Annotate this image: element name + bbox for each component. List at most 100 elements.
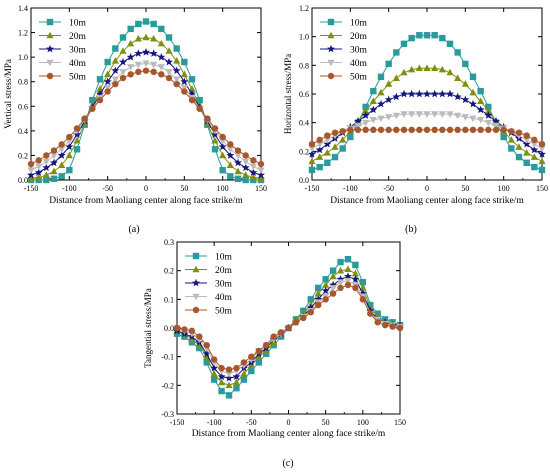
data-point <box>469 88 477 96</box>
data-point <box>142 18 150 25</box>
data-point <box>515 143 523 150</box>
data-point <box>34 168 43 177</box>
data-point <box>227 141 234 148</box>
data-point <box>538 140 546 148</box>
data-point <box>240 370 248 377</box>
x-tick-label: 0 <box>144 184 148 193</box>
data-point <box>308 157 316 165</box>
legend-label: 30m <box>69 46 87 56</box>
data-point <box>477 87 484 95</box>
data-point <box>354 122 362 130</box>
data-point <box>27 174 35 182</box>
y-tick-label: 1.0 <box>299 33 309 42</box>
data-point <box>344 277 352 285</box>
x-axis-title: Distance from Maoliang center along face… <box>192 428 386 439</box>
data-point <box>370 126 377 134</box>
data-point <box>50 175 58 182</box>
legend-label: 10m <box>215 253 233 263</box>
data-point <box>339 145 346 152</box>
data-point <box>127 64 135 71</box>
data-point <box>329 285 337 292</box>
data-point <box>461 80 469 87</box>
data-point <box>538 145 546 153</box>
data-point <box>103 77 112 86</box>
data-point <box>530 153 538 160</box>
data-point <box>135 68 142 76</box>
data-point <box>180 77 189 86</box>
data-point <box>343 272 352 280</box>
data-point <box>392 112 400 120</box>
data-point <box>329 267 337 274</box>
legend-label: 10m <box>350 19 368 29</box>
data-point <box>96 89 104 98</box>
data-point <box>362 107 370 114</box>
legend-marker <box>46 18 54 26</box>
data-point <box>150 61 158 69</box>
data-point <box>204 115 211 122</box>
data-point <box>322 296 329 303</box>
data-point <box>188 89 196 98</box>
data-point <box>66 166 73 174</box>
data-point <box>385 126 392 134</box>
data-point <box>210 363 219 372</box>
data-point <box>369 97 377 104</box>
data-point <box>188 96 196 104</box>
data-point <box>477 97 485 104</box>
data-point <box>336 266 345 274</box>
data-point <box>446 126 454 134</box>
data-point <box>58 161 66 169</box>
data-point <box>408 65 416 73</box>
data-point <box>165 74 173 82</box>
y-axis-title: Vertical stress/MPa <box>3 59 13 129</box>
data-point <box>407 89 416 98</box>
data-point <box>173 330 181 337</box>
legend-marker <box>46 72 54 80</box>
data-point <box>119 57 127 66</box>
data-point <box>358 289 367 297</box>
legend-marker <box>192 293 200 301</box>
data-point <box>42 158 50 166</box>
y-tick-label: 0.8 <box>18 78 28 87</box>
x-tick-label: -100 <box>207 418 222 427</box>
data-point <box>247 361 255 369</box>
data-point <box>50 158 58 167</box>
data-point <box>150 68 157 76</box>
data-point <box>400 111 408 118</box>
y-tick-label: 0.4 <box>18 127 28 136</box>
data-point <box>58 173 65 180</box>
data-point <box>477 126 484 134</box>
data-point <box>43 176 50 184</box>
data-point <box>352 284 359 292</box>
data-point <box>234 158 242 167</box>
data-point <box>530 141 538 148</box>
legend-marker <box>327 59 335 67</box>
data-point <box>347 133 354 141</box>
data-point <box>367 310 374 317</box>
data-point <box>195 341 203 348</box>
data-point <box>321 286 330 295</box>
x-tick-label: -150 <box>170 418 185 427</box>
data-point <box>385 114 393 121</box>
data-point <box>42 163 51 172</box>
data-point <box>461 114 469 121</box>
data-point <box>446 111 454 118</box>
legend-label: 40m <box>350 59 368 69</box>
data-point <box>369 105 378 114</box>
x-tick-label: -50 <box>246 418 257 427</box>
chart-panel-1: -150 -100 -50 0 50 100 150 0.0 0.2 0.4 0.6 0.8 1.0 1.… <box>3 4 267 235</box>
data-point <box>423 111 431 118</box>
data-point <box>453 92 462 101</box>
series-line <box>30 70 262 165</box>
data-point <box>347 126 354 134</box>
data-point <box>377 126 385 134</box>
data-point <box>329 280 338 289</box>
data-point <box>393 49 400 56</box>
data-point <box>292 319 300 326</box>
y-tick-label: 0.2 <box>18 151 28 160</box>
data-point <box>210 370 218 377</box>
data-point <box>469 115 477 123</box>
data-point <box>248 353 255 360</box>
data-point <box>119 74 127 82</box>
legend-marker <box>192 265 200 273</box>
data-point <box>344 265 352 273</box>
